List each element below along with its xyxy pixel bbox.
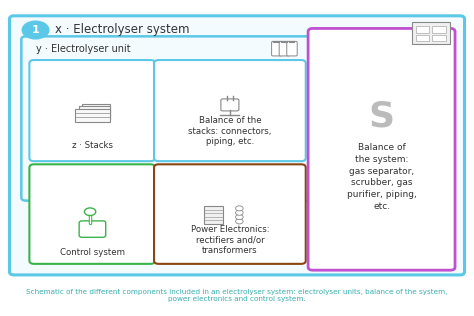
FancyBboxPatch shape	[272, 41, 282, 56]
Bar	[412, 22, 450, 44]
FancyBboxPatch shape	[75, 109, 110, 122]
Bar	[204, 206, 223, 224]
Circle shape	[236, 215, 243, 220]
Circle shape	[22, 21, 49, 39]
Text: Balance of the
stacks: connectors,
piping, etc.: Balance of the stacks: connectors, pipin…	[188, 116, 272, 146]
FancyBboxPatch shape	[154, 164, 306, 264]
Text: x · Electrolyser system: x · Electrolyser system	[55, 23, 189, 36]
FancyBboxPatch shape	[21, 36, 313, 201]
Circle shape	[84, 208, 96, 216]
Bar	[416, 35, 429, 41]
Circle shape	[236, 206, 243, 211]
Text: Balance of
the system:
gas separator,
scrubber, gas
purifier, piping,
etc.: Balance of the system: gas separator, sc…	[346, 143, 417, 211]
Text: Power Electronics:
rectifiers and/or
transformers: Power Electronics: rectifiers and/or tra…	[191, 225, 269, 255]
FancyBboxPatch shape	[9, 16, 465, 275]
FancyBboxPatch shape	[221, 99, 239, 111]
FancyBboxPatch shape	[308, 28, 455, 270]
Text: z · Stacks: z · Stacks	[72, 142, 113, 150]
FancyBboxPatch shape	[79, 106, 110, 119]
FancyBboxPatch shape	[287, 41, 297, 56]
FancyBboxPatch shape	[82, 104, 110, 117]
Bar	[432, 35, 446, 41]
Text: y · Electrolyser unit: y · Electrolyser unit	[36, 44, 130, 54]
Bar	[416, 26, 429, 33]
Text: Control system: Control system	[60, 248, 125, 257]
Bar	[432, 26, 446, 33]
FancyBboxPatch shape	[279, 41, 290, 56]
FancyBboxPatch shape	[29, 60, 155, 161]
Circle shape	[236, 219, 243, 224]
FancyBboxPatch shape	[154, 60, 306, 161]
Text: 1: 1	[32, 25, 39, 35]
Text: Schematic of the different components included in an electrolyser system: electr: Schematic of the different components in…	[27, 289, 447, 302]
FancyBboxPatch shape	[29, 164, 155, 264]
Circle shape	[236, 210, 243, 215]
Text: S: S	[368, 100, 395, 134]
FancyBboxPatch shape	[79, 221, 106, 237]
